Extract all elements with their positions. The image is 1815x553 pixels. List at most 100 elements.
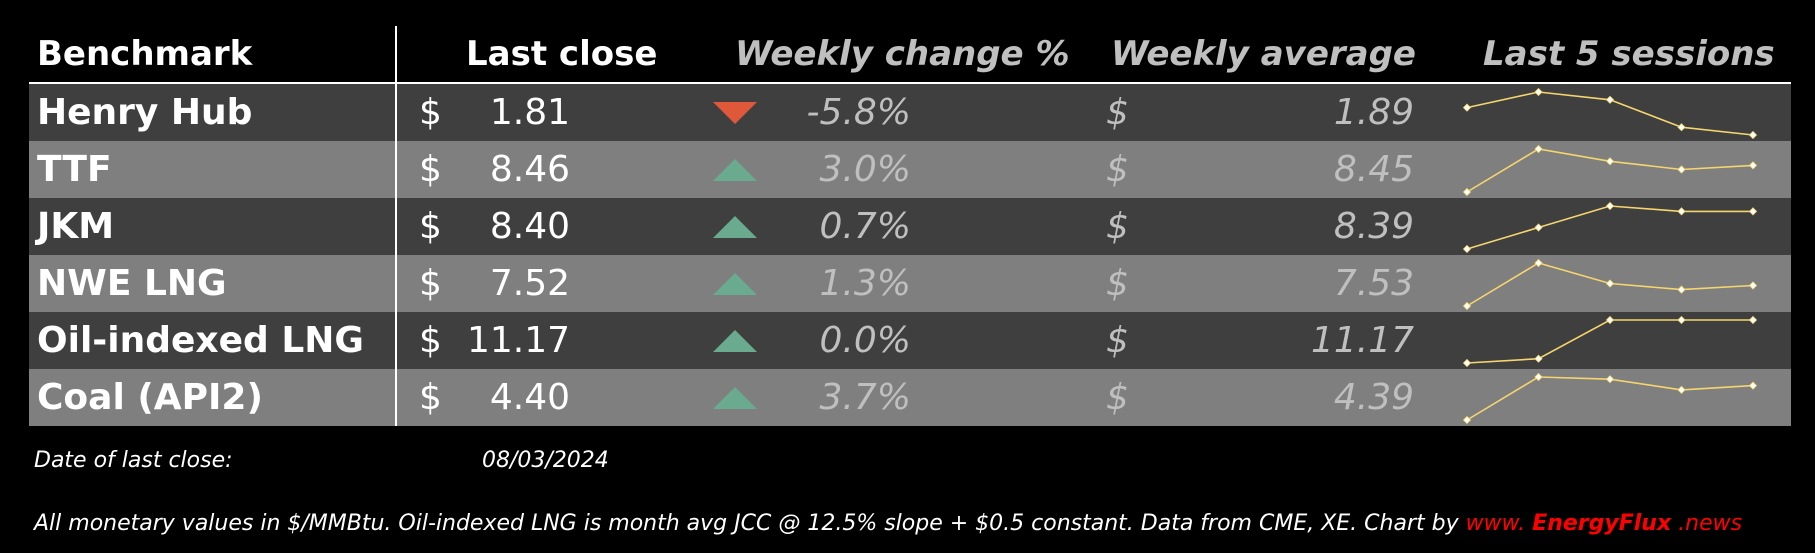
sparkline-point	[1748, 207, 1758, 216]
weekly-change-value: 1.3%	[819, 263, 911, 304]
arrow-mark	[713, 387, 757, 409]
last-close-value: 4.40	[489, 377, 570, 418]
benchmark-name: JKM	[37, 206, 115, 247]
header-last-5-sessions: Last 5 sessions	[1483, 34, 1775, 74]
sparkline-point	[1462, 187, 1472, 197]
currency-symbol: $	[1106, 377, 1129, 418]
sparkline-point	[1605, 315, 1615, 325]
weekly-change-value: 0.0%	[819, 320, 911, 361]
sparkline	[1462, 87, 1758, 140]
weekly-average-value: 11.17	[1310, 320, 1414, 361]
table-row: Coal (API2) $4.40 3.7% $4.39	[29, 369, 1791, 426]
currency-symbol: $	[419, 377, 442, 418]
credit-suffix: .news	[1678, 511, 1743, 536]
currency-symbol: $	[1106, 206, 1129, 247]
arrow-mark	[713, 159, 757, 181]
sparkline-point	[1748, 281, 1758, 290]
footnote: All monetary values in $/MMBtu. Oil-inde…	[34, 511, 1742, 536]
arrow-mark	[713, 216, 757, 238]
sparkline-point	[1462, 244, 1472, 254]
credit-link[interactable]: www. EnergyFlux .news	[1466, 511, 1743, 536]
sparkline-point	[1534, 87, 1543, 97]
up-arrow-icon	[713, 159, 757, 181]
currency-symbol: $	[419, 263, 442, 304]
credit-prefix: www.	[1465, 511, 1526, 536]
up-arrow-icon	[713, 216, 757, 238]
table-header: Benchmark Last close Weekly change % Wee…	[29, 26, 1791, 84]
credit-brand: EnergyFlux	[1532, 511, 1672, 536]
last-close-value: 8.46	[489, 149, 570, 190]
sparkline-point	[1605, 201, 1615, 211]
header-benchmark: Benchmark	[37, 34, 253, 74]
up-arrow-icon	[713, 330, 757, 352]
sparkline-point	[1677, 385, 1686, 395]
sparkline-point	[1605, 375, 1615, 384]
sparkline	[1462, 315, 1758, 368]
sparkline-point	[1748, 381, 1758, 390]
sparkline	[1462, 201, 1758, 254]
sparkline-point	[1534, 144, 1543, 154]
benchmark-table: Benchmark Last close Weekly change % Wee…	[29, 26, 1791, 426]
weekly-average-value: 7.53	[1333, 263, 1414, 304]
weekly-average-value: 1.89	[1333, 92, 1414, 133]
down-arrow-icon	[713, 102, 757, 124]
arrow-mark	[713, 102, 757, 124]
sparkline-line	[1466, 376, 1754, 421]
up-arrow-icon	[713, 387, 757, 409]
sparkline-point	[1534, 354, 1543, 363]
sparkline-point	[1748, 161, 1758, 170]
arrow-mark	[713, 273, 757, 295]
sparkline-point	[1605, 279, 1615, 288]
benchmark-name: NWE LNG	[37, 263, 227, 304]
weekly-average-value: 8.45	[1333, 149, 1414, 190]
benchmark-name: Henry Hub	[37, 92, 253, 133]
header-weekly-change: Weekly change %	[735, 34, 1070, 74]
weekly-change-value: -5.8%	[806, 92, 911, 133]
weekly-average-value: 8.39	[1333, 206, 1414, 247]
column-divider	[395, 26, 397, 426]
sparkline-point	[1748, 315, 1758, 325]
sparkline-point	[1462, 103, 1472, 112]
currency-symbol: $	[419, 206, 442, 247]
last-close-value: 8.40	[489, 206, 570, 247]
table-row: Henry Hub $1.81 -5.8% $1.89	[29, 84, 1791, 141]
sparkline-point	[1605, 95, 1615, 104]
last-close-value: 11.17	[466, 320, 570, 361]
weekly-change-value: 3.7%	[819, 377, 911, 418]
sparkline-point	[1677, 123, 1686, 132]
sparkline-point	[1677, 207, 1686, 216]
currency-symbol: $	[419, 320, 442, 361]
currency-symbol: $	[1106, 320, 1129, 361]
sparkline-point	[1462, 301, 1472, 311]
sparkline-line	[1466, 148, 1754, 193]
sparkline-point	[1534, 223, 1543, 232]
benchmark-name: Oil-indexed LNG	[37, 320, 364, 361]
table-row: NWE LNG $7.52 1.3% $7.53	[29, 255, 1791, 312]
benchmark-name: TTF	[37, 149, 112, 190]
currency-symbol: $	[1106, 263, 1129, 304]
last-close-value: 1.81	[489, 92, 570, 133]
currency-symbol: $	[1106, 92, 1129, 133]
weekly-average-value: 4.39	[1333, 377, 1414, 418]
last-close-value: 7.52	[489, 263, 570, 304]
table-row: TTF $8.46 3.0% $8.45	[29, 141, 1791, 198]
sparkline-point	[1605, 157, 1615, 166]
sparkline	[1462, 372, 1758, 425]
sparkline-line	[1466, 205, 1753, 250]
weekly-change-value: 3.0%	[819, 149, 911, 190]
arrow-mark	[713, 330, 757, 352]
date-value: 08/03/2024	[482, 448, 609, 473]
table-row: JKM $8.40 0.7% $8.39	[29, 198, 1791, 255]
sparkline-point	[1534, 372, 1543, 382]
header-last-close: Last close	[466, 34, 658, 74]
header-weekly-average: Weekly average	[1111, 34, 1416, 74]
weekly-change-value: 0.7%	[819, 206, 911, 247]
currency-symbol: $	[419, 92, 442, 133]
sparkline	[1462, 144, 1758, 197]
footnote-text: All monetary values in $/MMBtu. Oil-inde…	[34, 511, 1459, 536]
sparkline-line	[1466, 319, 1753, 364]
table-row: Oil-indexed LNG $11.17 0.0% $11.17	[29, 312, 1791, 369]
table-body: Henry Hub $1.81 -5.8% $1.89 TTF $8.46 3.0% $8.4…	[29, 84, 1791, 426]
sparkline-point	[1534, 258, 1543, 268]
sparkline-point	[1677, 315, 1686, 325]
